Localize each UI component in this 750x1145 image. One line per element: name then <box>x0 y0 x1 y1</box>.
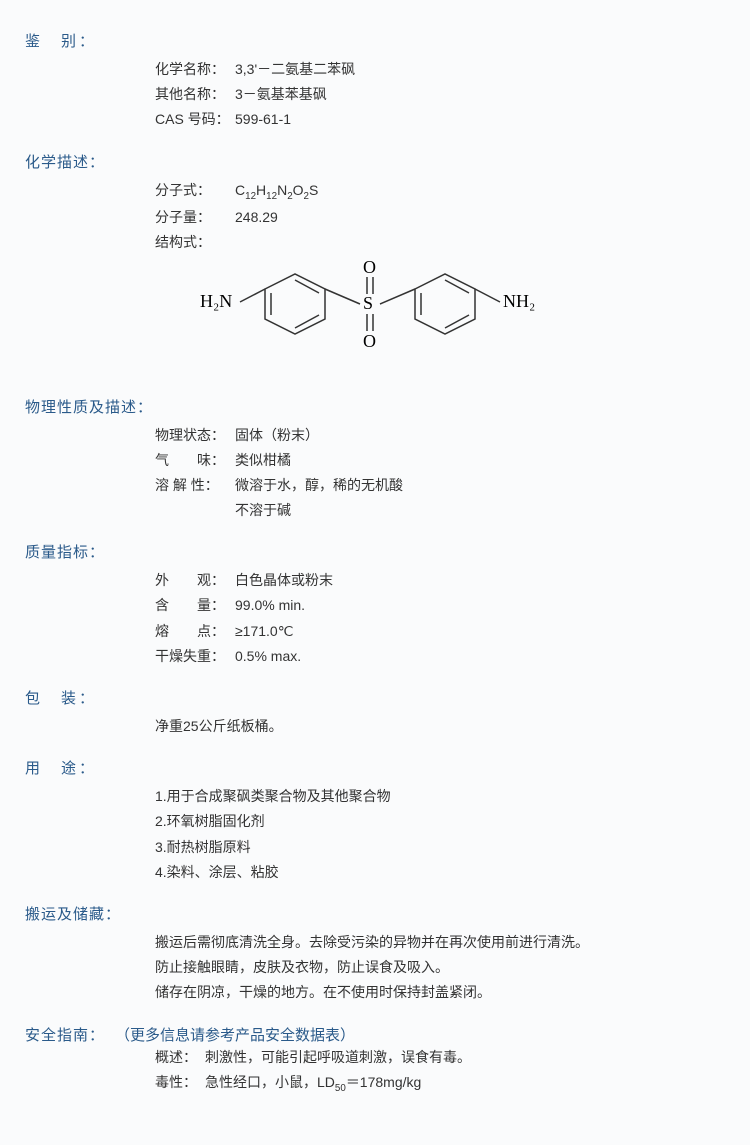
molecule-svg: H₂N S O O <box>195 259 615 369</box>
safety-section: 安全指南： （更多信息请参考产品安全数据表） 概述： 刺激性，可能引起呼吸道刺激… <box>25 1024 725 1098</box>
physical-section: 物理性质及描述： 物理状态： 固体（粉末） 气 味： 类似柑橘 溶 解 性： 微… <box>25 396 725 524</box>
appearance-row: 外 观： 白色晶体或粉末 <box>155 568 725 593</box>
uses-header: 用 途： <box>25 757 725 778</box>
use-item: 1.用于合成聚砜类聚合物及其他聚合物 <box>155 784 725 809</box>
handling-line: 搬运后需彻底清洗全身。去除受污染的异物并在再次使用前进行清洗。 <box>155 930 725 955</box>
appearance-label: 外 观： <box>155 568 235 593</box>
lod-value: 0.5% max. <box>235 644 725 669</box>
other-name-label: 其他名称： <box>155 82 235 107</box>
use-item: 3.耐热树脂原料 <box>155 835 725 860</box>
o-top-text: O <box>363 259 376 277</box>
lod-row: 干燥失重： 0.5% max. <box>155 644 725 669</box>
uses-body: 1.用于合成聚砜类聚合物及其他聚合物 2.环氧树脂固化剂 3.耐热树脂原料 4.… <box>155 784 725 885</box>
mw-row: 分子量： 248.29 <box>155 205 725 230</box>
quality-body: 外 观： 白色晶体或粉末 含 量： 99.0% min. 熔 点： ≥171.0… <box>155 568 725 669</box>
formula-label: 分子式： <box>155 178 235 205</box>
chem-name-value: 3,3'－二氨基二苯砜 <box>235 57 725 82</box>
packaging-section: 包 装： 净重25公斤纸板桶。 <box>25 687 725 739</box>
tox-row: 毒性： 急性经口，小鼠，LD50＝178mg/kg <box>155 1070 725 1097</box>
identification-section: 鉴 别： 化学名称： 3,3'－二氨基二苯砜 其他名称： 3－氨基苯基砜 CAS… <box>25 30 725 133</box>
bond-to-s-left <box>325 289 360 304</box>
mw-value: 248.29 <box>235 205 725 230</box>
handling-line: 防止接触眼睛，皮肤及衣物，防止误食及吸入。 <box>155 955 725 980</box>
content-value: 99.0% min. <box>235 593 725 618</box>
identification-header: 鉴 别： <box>25 30 725 51</box>
state-row: 物理状态： 固体（粉末） <box>155 423 725 448</box>
mp-row: 熔 点： ≥171.0℃ <box>155 619 725 644</box>
other-name-row: 其他名称： 3－氨基苯基砜 <box>155 82 725 107</box>
mp-label: 熔 点： <box>155 619 235 644</box>
mp-value: ≥171.0℃ <box>235 619 725 644</box>
overview-row: 概述： 刺激性，可能引起呼吸道刺激，误食有毒。 <box>155 1045 725 1070</box>
chemdesc-section: 化学描述： 分子式： C12H12N2O2S 分子量： 248.29 结构式： … <box>25 151 725 378</box>
formula-value: C12H12N2O2S <box>235 178 725 205</box>
handling-header: 搬运及储藏： <box>25 903 725 924</box>
sol-value: 微溶于水，醇，稀的无机酸 <box>235 473 725 498</box>
sol-row: 溶 解 性： 微溶于水，醇，稀的无机酸 <box>155 473 725 498</box>
chemdesc-body: 分子式： C12H12N2O2S 分子量： 248.29 结构式： H₂N <box>155 178 725 378</box>
struct-row: 结构式： <box>155 230 725 255</box>
safety-header: 安全指南： <box>25 1024 105 1045</box>
o-bottom-text: O <box>363 331 376 351</box>
sulfur-text: S <box>363 293 373 313</box>
handling-section: 搬运及储藏： 搬运后需彻底清洗全身。去除受污染的异物并在再次使用前进行清洗。 防… <box>25 903 725 1006</box>
chemdesc-header: 化学描述： <box>25 151 725 172</box>
appearance-value: 白色晶体或粉末 <box>235 568 725 593</box>
mw-label: 分子量： <box>155 205 235 230</box>
benzene-right <box>415 274 475 334</box>
formula-row: 分子式： C12H12N2O2S <box>155 178 725 205</box>
state-label: 物理状态： <box>155 423 235 448</box>
physical-body: 物理状态： 固体（粉末） 气 味： 类似柑橘 溶 解 性： 微溶于水，醇，稀的无… <box>155 423 725 524</box>
quality-header: 质量指标： <box>25 541 725 562</box>
uses-section: 用 途： 1.用于合成聚砜类聚合物及其他聚合物 2.环氧树脂固化剂 3.耐热树脂… <box>25 757 725 885</box>
cas-label: CAS 号码： <box>155 107 235 132</box>
bond-left <box>240 289 265 302</box>
physical-header: 物理性质及描述： <box>25 396 725 417</box>
sol-label: 溶 解 性： <box>155 473 235 498</box>
right-nh2-text: NH₂ <box>503 291 535 311</box>
use-item: 4.染料、涂层、粘胶 <box>155 860 725 885</box>
content-row: 含 量： 99.0% min. <box>155 593 725 618</box>
benzene-left <box>265 274 325 334</box>
struct-label: 结构式： <box>155 230 235 255</box>
odor-label: 气 味： <box>155 448 235 473</box>
state-value: 固体（粉末） <box>235 423 725 448</box>
cas-value: 599-61-1 <box>235 107 725 132</box>
chem-name-row: 化学名称： 3,3'－二氨基二苯砜 <box>155 57 725 82</box>
chem-name-label: 化学名称： <box>155 57 235 82</box>
identification-body: 化学名称： 3,3'－二氨基二苯砜 其他名称： 3－氨基苯基砜 CAS 号码： … <box>155 57 725 133</box>
packaging-body: 净重25公斤纸板桶。 <box>155 714 725 739</box>
overview-label: 概述： <box>155 1045 205 1070</box>
safety-body: 概述： 刺激性，可能引起呼吸道刺激，误食有毒。 毒性： 急性经口，小鼠，LD50… <box>155 1045 725 1098</box>
tox-value: 急性经口，小鼠，LD50＝178mg/kg <box>205 1070 725 1097</box>
safety-note: （更多信息请参考产品安全数据表） <box>115 1024 355 1045</box>
lod-label: 干燥失重： <box>155 644 235 669</box>
structure-diagram: H₂N S O O <box>195 259 725 377</box>
tox-label: 毒性： <box>155 1070 205 1097</box>
quality-section: 质量指标： 外 观： 白色晶体或粉末 含 量： 99.0% min. 熔 点： … <box>25 541 725 669</box>
bond-right <box>475 289 500 302</box>
handling-body: 搬运后需彻底清洗全身。去除受污染的异物并在再次使用前进行清洗。 防止接触眼睛，皮… <box>155 930 725 1006</box>
handling-line: 储存在阴凉，干燥的地方。在不使用时保持封盖紧闭。 <box>155 980 725 1005</box>
cas-row: CAS 号码： 599-61-1 <box>155 107 725 132</box>
odor-row: 气 味： 类似柑橘 <box>155 448 725 473</box>
content-label: 含 量： <box>155 593 235 618</box>
overview-value: 刺激性，可能引起呼吸道刺激，误食有毒。 <box>205 1045 725 1070</box>
packaging-header: 包 装： <box>25 687 725 708</box>
use-item: 2.环氧树脂固化剂 <box>155 809 725 834</box>
odor-value: 类似柑橘 <box>235 448 725 473</box>
other-name-value: 3－氨基苯基砜 <box>235 82 725 107</box>
sol-row2: 不溶于碱 <box>235 498 725 523</box>
left-nh2-text: H₂N <box>200 291 232 311</box>
bond-to-ring-right <box>380 289 415 304</box>
